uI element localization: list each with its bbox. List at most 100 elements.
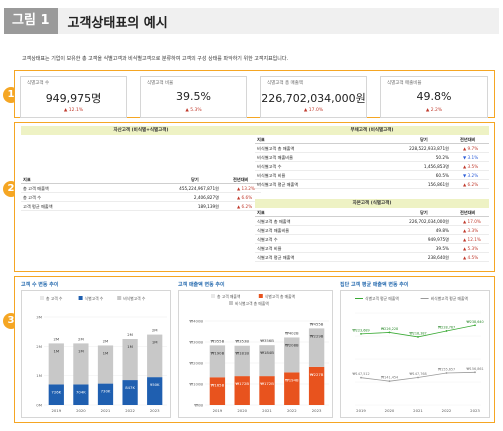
data-label: ₩218,387 [409,331,426,335]
data-label: ₩147,768 [409,372,426,376]
row-change: ▲ 3.3% [463,228,479,233]
bar-segment [147,377,163,405]
kpi-label: 식별고객 매출비율 [387,81,422,86]
kpi-change: ▲ 5.3% [185,108,202,113]
data-point [474,324,476,327]
kpi-panel: 식별고객 수 949,975명 ▲ 12.1% 식별고객 비율 39.5% ▲ … [14,70,495,118]
data-label: 847K [125,385,135,390]
data-label: ₩147,512 [352,372,369,376]
chart-title: 고객 매출액 변동 추이 [178,282,225,288]
total-label: 2M [78,336,84,341]
row-change: ▲ 9.7% [463,146,479,151]
legend-swatch [258,294,263,298]
table-row: 비식별고객 총 매출액 228,522,933,871원 ▲ 9.7% [255,144,489,153]
data-label: ₩184B [260,350,274,355]
x-tick-label: 2023 [150,408,160,413]
bar-segment [147,334,163,378]
y-tick-label: 2M [36,344,42,349]
row-change: ▲ 17.0% [463,219,481,224]
y-tick-label: ₩0B [194,403,203,408]
tables-panel: 자산고객 (비식별+식별고객) 지표 당기 전년대비 총 고객 매출액 455,… [14,122,495,272]
legend-swatch [40,296,44,300]
kpi-change: ▲ 17.0% [303,108,324,113]
data-label: ₩156,861 [466,367,483,371]
kpi-value: 49.8% [416,90,452,103]
row-name: 식별고객 평균 매출액 [257,255,295,260]
x-tick-label: 2020 [237,408,247,413]
data-label: ₩227B [310,372,324,377]
bar-segment [284,372,300,405]
data-label: ₩194B [285,377,299,382]
bar-segment [308,328,325,367]
kpi-label: 식별고객 비율 [147,81,174,86]
total-label: 2M [53,336,59,341]
row-value: 226,702,034,000원 [409,219,449,224]
legend-swatch [211,294,215,298]
bar-segment [234,345,250,377]
total-label: ₩355B [211,338,225,343]
total-label: ₩455B [310,321,324,326]
col-header: 당기 [420,210,428,215]
legend-swatch [78,296,83,300]
customer-count-chart: 총 고객 수 식별고객 수 비식별고객 수 3M 2M 1M 0M 726K 1M 2M 2019 7… [21,290,171,418]
avg-revenue-chart-svg: 식별고객 평균 매출액 비식별고객 평균 매출액 ₩223,689 ₩226,228 ₩… [352,296,483,413]
col-header: 지표 [23,177,31,182]
kpi-value: 39.5% [176,90,211,103]
legend-label: 총 고객 매출액 [217,294,241,299]
kpi-card: 식별고객 비율 39.5% ▲ 5.3% [140,76,247,118]
row-name: 식별고객 매출비율 [257,228,290,233]
asset-table-header: 지표 당기 전년대비 [21,175,261,184]
legend-label: 비식별고객 평균 매출액 [431,296,469,301]
table-row: 식별고객 비율 39.5% ▲ 5.3% [255,244,489,253]
row-change: ▲ 6.6% [237,195,253,200]
legend-label: 비식별고객 총 매출액 [235,301,269,306]
y-tick-label: ₩400B [189,319,203,324]
row-change: ▲ 12.1% [463,237,481,242]
row-value: 238,640원 [427,255,449,260]
data-point [417,376,419,379]
data-label: ₩208B [285,342,299,347]
x-tick-label: 2023 [470,408,480,413]
liability-table-title: 부채고객 (비식별고객) [255,126,489,135]
y-tick-label: ₩100B [189,382,203,387]
row-change: ▲ 6.2% [463,182,479,187]
x-tick-label: 2022 [125,408,135,413]
x-tick-label: 2021 [101,408,111,413]
row-value: 49.8% [435,228,449,233]
kpi-change: ▲ 2.2% [425,108,443,113]
data-label: 704K [76,389,86,394]
x-tick-label: 2020 [385,408,395,413]
row-change: ▲ 5.3% [463,246,479,251]
row-name: 비식별고객 평균 매출액 [257,182,299,187]
data-label: ₩238,640 [466,320,483,324]
customer-count-chart-svg: 총 고객 수 식별고객 수 비식별고객 수 3M 2M 1M 0M 726K 1M 2M 2019 7… [36,296,167,413]
avg-revenue-chart: 식별고객 평균 매출액 비식별고객 평균 매출액 ₩223,689 ₩226,228 ₩… [340,290,490,418]
charts-panel: 고객 수 변동 추이 총 고객 수 식별고객 수 비식별고객 수 3M 2M 1M 0M 72… [14,276,495,423]
revenue-chart: 총 고객 매출액 식별고객 총 매출액 비식별고객 총 매출액 ₩400B ₩300B ₩… [178,290,333,418]
total-label: ₩356B [260,338,274,343]
kpi-card: 식별고객 매출비율 49.8% ▲ 2.2% [380,76,488,118]
data-label: ₩141,454 [381,376,398,380]
row-value: 228,522,933,871원 [409,146,449,151]
data-label: ₩190B [211,350,225,355]
table-row: 총 고객 매출액 455,224,967,871원 ▲ 13.2% [21,184,261,193]
row-name: 총 고객 수 [23,195,42,200]
data-point [388,331,391,334]
row-change: ▲ 4.5% [463,255,479,260]
data-label: ₩172B [235,381,249,386]
data-label: ₩226,228 [381,327,398,331]
asset-table-title: 자산고객 (비식별+식별고객) [21,126,261,135]
y-tick-label: ₩200B [189,361,203,366]
figure-title: 고객상태표의 예시 [67,15,168,31]
data-point [360,376,362,379]
bar-segment [48,384,64,405]
data-point [360,332,362,335]
row-name: 식별고객 비율 [257,246,282,251]
data-point [474,371,476,374]
capital-table-header: 지표 당기 전년대비 [255,208,489,217]
row-name: 총 고객 매출액 [23,186,49,191]
x-tick-label: 2019 [51,408,61,413]
x-tick-label: 2019 [356,408,366,413]
data-point [388,380,391,383]
